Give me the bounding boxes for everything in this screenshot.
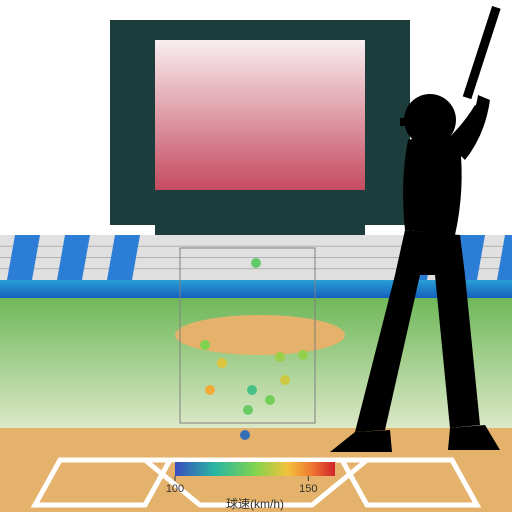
pitch-point xyxy=(243,405,253,415)
pitch-location-chart: 100 150 球速(km/h) xyxy=(0,0,512,512)
pitch-point xyxy=(280,375,290,385)
pitch-point xyxy=(240,430,250,440)
pitchers-mound xyxy=(175,315,345,355)
pitch-point xyxy=(205,385,215,395)
legend-tick-label: 150 xyxy=(299,483,317,495)
pitch-point xyxy=(217,358,227,368)
legend-title: 球速(km/h) xyxy=(226,497,284,511)
pitch-point xyxy=(251,258,261,268)
color-legend-bar xyxy=(175,462,335,476)
pitch-point xyxy=(275,352,285,362)
pitch-point xyxy=(247,385,257,395)
pitch-point xyxy=(200,340,210,350)
legend-tick-label: 100 xyxy=(166,483,184,495)
pitch-point xyxy=(265,395,275,405)
scoreboard-screen xyxy=(155,40,365,190)
outfield-wall xyxy=(0,280,512,298)
pitch-point xyxy=(298,350,308,360)
